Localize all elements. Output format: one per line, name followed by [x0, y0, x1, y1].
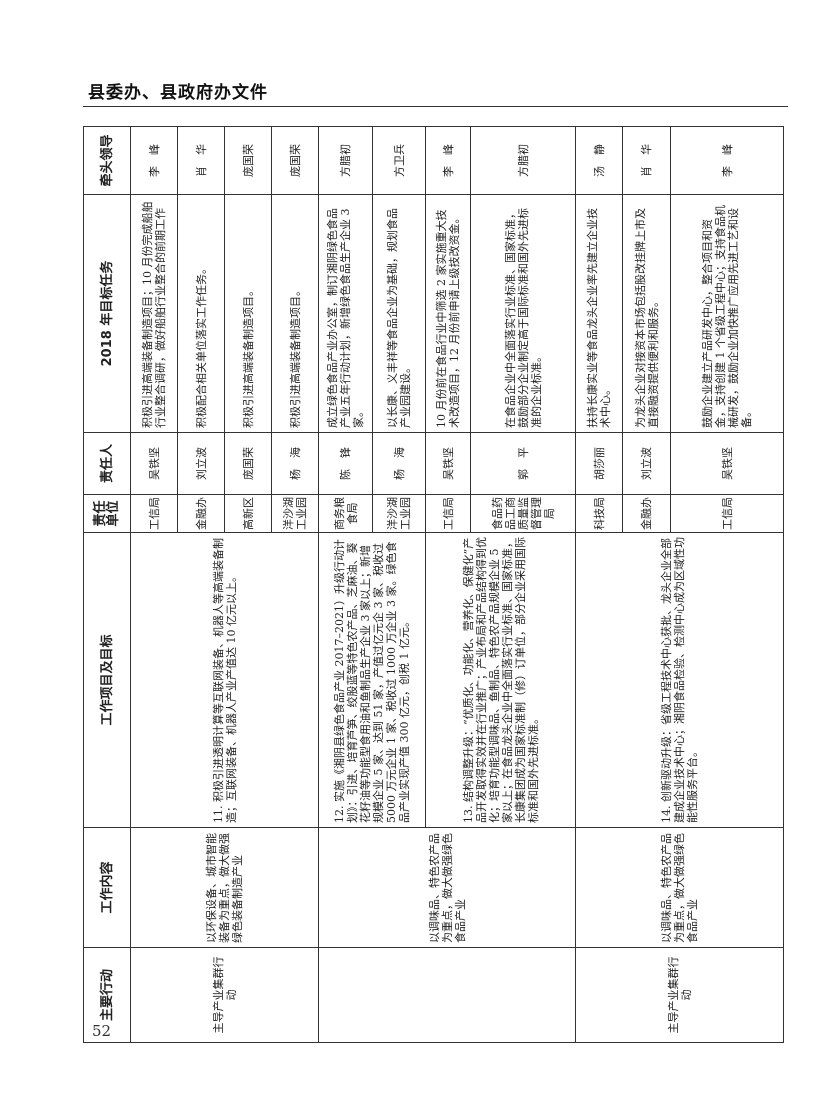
target-task-cell: 积极引进高端装备制造项目；10 月份完成船舶行业整合调研，做好船舶行业整合的前期…	[130, 194, 178, 433]
column-header: 责任单位	[83, 494, 131, 533]
column-header: 牵头领导	[83, 126, 131, 195]
responsible-person-cell: 郭 平	[470, 432, 576, 495]
target-task-cell: 为龙头企业对接资本市场包括股改挂牌上市及直接融资提供便利和服务。	[622, 194, 671, 433]
target-task-cell: 积极配合相关单位落实工作任务。	[177, 194, 225, 433]
column-header: 主要行动	[83, 947, 131, 1043]
responsible-person-cell: 刘立波	[622, 432, 671, 495]
responsible-person-cell: 杨 海	[271, 432, 319, 495]
work-content-cell: 以调味品、特色农产品为重点，做大做强绿色食品产业	[318, 827, 576, 948]
column-header: 2018 年目标任务	[83, 194, 131, 433]
lead-leader-cell: 李 峰	[670, 126, 784, 195]
target-task-cell: 在食品企业中全面落实行业标准、国家标准，鼓励部分企业制定高于国际标准和国外先进标…	[470, 194, 576, 433]
main-action-cell: 主导产业集群行动	[130, 947, 319, 1043]
responsible-unit-cell: 高新区	[224, 494, 272, 533]
project-goal-cell: 11. 积极引进透明计算等互联网装备、机器人等高端装备制造；互联网装备、机器人产…	[130, 532, 319, 828]
responsible-person-cell: 刘立波	[177, 432, 225, 495]
table-row: 以调味品、特色农产品为重点，做大做强绿色食品产业 12. 实施《湘阴县绿色食品产…	[318, 126, 576, 1043]
target-task-cell: 扶持长康实业等食品龙头企业率先建立企业技术中心。	[575, 194, 623, 433]
main-action-cell	[318, 947, 576, 1043]
lead-leader-cell: 庞国荣	[224, 126, 272, 195]
rotated-table-container: 主要行动 工作内容 工作项目及目标 责任单位 责任人 2018 年目标任务 牵头…	[83, 126, 784, 1043]
header-rule	[83, 106, 788, 107]
responsible-unit-cell: 金融办	[622, 494, 671, 533]
column-header: 责任人	[83, 432, 131, 495]
responsible-unit-cell: 商务粮食局	[318, 494, 373, 533]
responsible-person-cell: 杨 海	[372, 432, 426, 495]
column-header: 工作项目及目标	[83, 532, 131, 828]
responsible-unit-cell: 食品药品工商质量监督管理局	[470, 494, 576, 533]
table-row: 主导产业集群行动 以调味品、特色农产品为重点，做大做强绿色食品产业 14. 创新…	[575, 126, 784, 1043]
responsible-unit-cell: 工信局	[425, 494, 471, 533]
responsible-person-cell: 陈 锋	[318, 432, 373, 495]
target-task-cell: 10 月份前在食品行业中筛选 2 家实施重大技术改造项目，12 月份前申请上级技…	[425, 194, 471, 433]
responsible-unit-cell: 金融办	[177, 494, 225, 533]
responsible-unit-cell: 工信局	[670, 494, 784, 533]
table-header-row: 主要行动 工作内容 工作项目及目标 责任单位 责任人 2018 年目标任务 牵头…	[83, 126, 131, 1043]
lead-leader-cell: 肖 华	[622, 126, 671, 195]
responsible-person-cell: 胡莎丽	[575, 432, 623, 495]
project-goal-cell: 12. 实施《湘阴县绿色食品产业 2017–2021）升级行动计划》：引进、培育…	[318, 532, 426, 828]
responsible-person-cell: 庞国荣	[224, 432, 272, 495]
lead-leader-cell: 汤 静	[575, 126, 623, 195]
lead-leader-cell: 方卫兵	[372, 126, 426, 195]
target-task-cell: 积极引进高端装备制造项目。	[271, 194, 319, 433]
project-goal-cell: 13. 结构调整升级：“优质化、功能化、营养化、保健化”产品开发取得实效并在行业…	[425, 532, 576, 828]
lead-leader-cell: 李 峰	[130, 126, 178, 195]
responsible-unit-cell: 科技局	[575, 494, 623, 533]
lead-leader-cell: 肖 华	[177, 126, 225, 195]
lead-leader-cell: 庞国荣	[271, 126, 319, 195]
column-header: 工作内容	[83, 827, 131, 948]
target-task-cell: 积极引进高端装备制造项目。	[224, 194, 272, 433]
lead-leader-cell: 方腊初	[470, 126, 576, 195]
target-task-cell: 以长康、义丰祥等食品企业为基础，规划食品产业园建设。	[372, 194, 426, 433]
responsible-unit-cell: 洋沙湖工业园	[372, 494, 426, 533]
project-goal-cell: 14. 创新驱动升级：省级工程技术中心获批、龙头企业全部建成企业技术中心；湘阴食…	[575, 532, 784, 828]
responsible-unit-cell: 工信局	[130, 494, 178, 533]
responsible-person-cell: 吴铁坚	[425, 432, 471, 495]
responsible-unit-cell: 洋沙湖工业园	[271, 494, 319, 533]
target-task-cell: 鼓励企业建立产品研发中心，整合项目和资金，支持创建 1 个省级工程中心；支持食品…	[670, 194, 784, 433]
lead-leader-cell: 李 峰	[425, 126, 471, 195]
page-number: 52	[92, 1022, 112, 1040]
table-row: 主导产业集群行动 以环保设备、城市智能装备为重点，做大做强绿色装备制造产业 11…	[130, 126, 319, 1043]
lead-leader-cell: 方腊初	[318, 126, 373, 195]
target-task-cell: 成立绿色食品产业办公室，制订湘阴绿色食品产业五年行动计划，新增绿色食品生产企业 …	[318, 194, 373, 433]
work-content-cell: 以调味品、特色农产品为重点，做大做强绿色食品产业	[575, 827, 784, 948]
running-header: 县委办、县政府办文件	[88, 83, 268, 103]
work-content-cell: 以环保设备、城市智能装备为重点，做大做强绿色装备制造产业	[130, 827, 319, 948]
work-plan-table: 主要行动 工作内容 工作项目及目标 责任单位 责任人 2018 年目标任务 牵头…	[83, 126, 784, 1043]
main-action-cell: 主导产业集群行动	[575, 947, 784, 1043]
responsible-person-cell: 吴铁坚	[670, 432, 784, 495]
responsible-person-cell: 吴铁坚	[130, 432, 178, 495]
